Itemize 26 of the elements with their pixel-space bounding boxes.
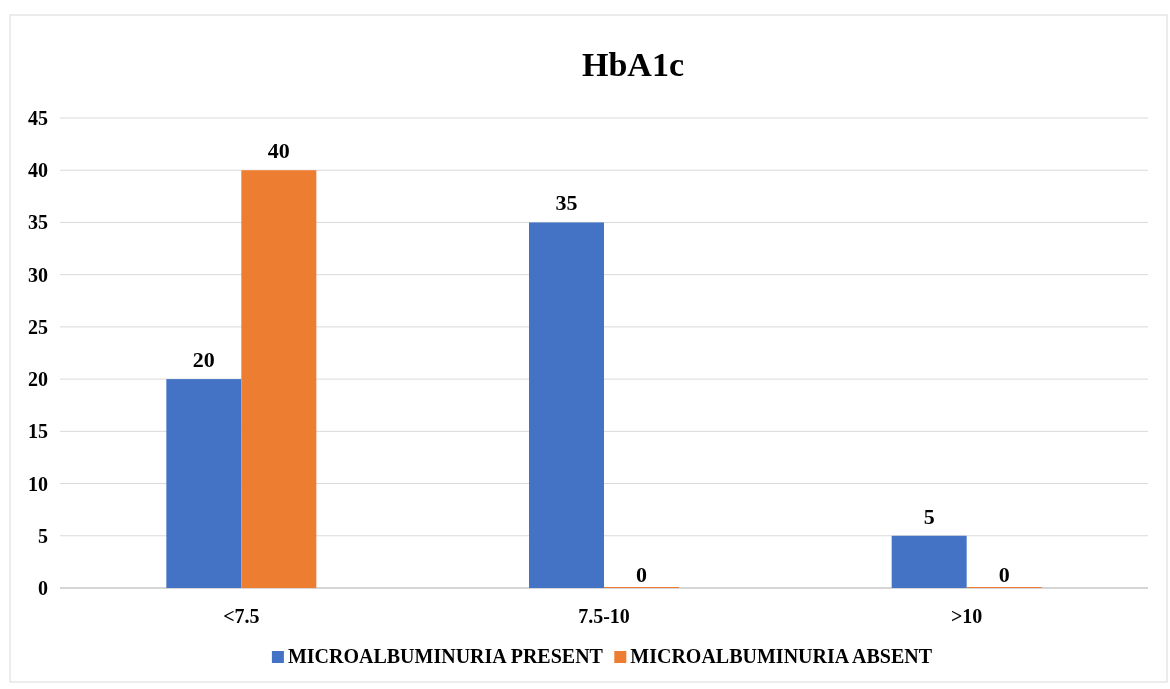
y-tick-label: 10 (28, 472, 48, 495)
bar (241, 170, 317, 588)
y-tick-label: 30 (28, 263, 48, 286)
legend-label: MICROALBUMINURIA ABSENT (630, 645, 933, 667)
legend-label: MICROALBUMINURIA PRESENT (287, 645, 604, 667)
data-label: 0 (636, 562, 647, 587)
x-tick-label: >10 (950, 605, 983, 627)
y-tick-label: 15 (28, 420, 48, 443)
data-label: 20 (192, 347, 215, 373)
data-label: 5 (923, 503, 935, 529)
data-label: 35 (555, 190, 578, 216)
y-tick-label: 25 (28, 315, 48, 338)
y-tick-label: 35 (28, 211, 48, 234)
y-tick-label: 45 (28, 107, 48, 129)
data-label: 0 (998, 562, 1010, 587)
bar (529, 222, 604, 588)
y-tick-label: 0 (38, 577, 48, 599)
y-tick-label: 5 (38, 524, 48, 547)
data-label: 40 (267, 138, 290, 164)
chart-title: HbA1c (582, 46, 684, 83)
y-tick-label: 40 (28, 159, 48, 182)
bar (891, 535, 967, 588)
x-tick-label: <7.5 (223, 605, 260, 627)
bar (166, 379, 242, 588)
y-tick-label: 20 (28, 368, 48, 391)
x-tick-label: 7.5-10 (578, 605, 630, 627)
